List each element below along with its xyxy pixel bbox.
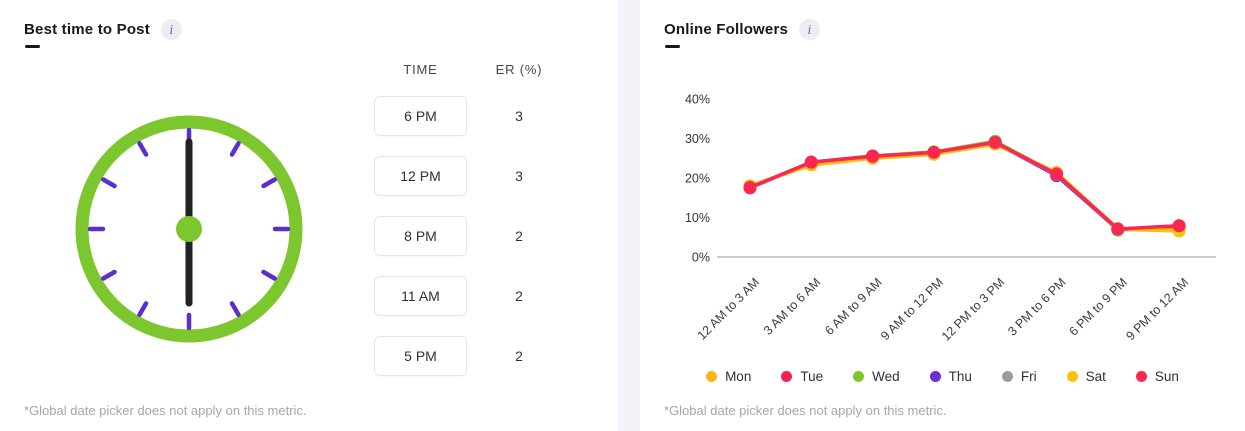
online-followers-chart: 0%10%20%30%40%12 AM to 3 AM3 AM to 6 AM6… <box>685 93 1216 344</box>
legend-item-Tue[interactable]: Tue <box>781 369 823 384</box>
legend-dot-Sun <box>1135 371 1147 382</box>
best-time-to-post-panel: Best time to Post i TIME ER (%) 6 PM 3 1… <box>0 0 618 431</box>
y-axis-tick-label: 20% <box>685 172 710 186</box>
series-line-Sat <box>748 141 1181 233</box>
legend-item-Sat[interactable]: Sat <box>1066 369 1106 384</box>
clock-hour-tick <box>229 141 241 157</box>
legend-dot-Fri <box>1001 371 1013 382</box>
y-axis-tick-label: 30% <box>685 132 710 146</box>
series-line-Fri <box>748 140 1181 232</box>
series-line-Wed <box>748 139 1181 232</box>
data-point-Sun[interactable] <box>1111 222 1125 236</box>
series-line-Tue <box>748 140 1181 232</box>
legend-dot-Tue <box>781 371 793 382</box>
data-point-Sun[interactable] <box>1050 167 1063 181</box>
table-row: 5 PM 2 <box>374 336 554 376</box>
online-followers-header: Online Followers i <box>664 19 821 40</box>
info-icon[interactable]: i <box>160 19 182 40</box>
er-value: 3 <box>515 168 523 184</box>
x-axis-tick-label: 12 AM to 3 AM <box>695 275 762 342</box>
x-axis-tick-label: 6 AM to 9 AM <box>822 275 884 337</box>
data-point-Sun[interactable] <box>866 149 880 163</box>
y-axis-tick-label: 10% <box>685 211 710 225</box>
legend-label: Wed <box>872 369 900 384</box>
clock-hour-tick <box>137 301 149 317</box>
data-point-Sun[interactable] <box>743 180 757 194</box>
clock-hour-tick <box>261 177 277 189</box>
legend-label: Tue <box>800 369 824 384</box>
series-line-Thu <box>748 140 1181 232</box>
data-point-Sun[interactable] <box>804 155 818 169</box>
er-value: 2 <box>515 348 523 364</box>
legend-item-Sun[interactable]: Sun <box>1135 369 1179 384</box>
er-value: 2 <box>515 288 523 304</box>
legend-item-Thu[interactable]: Thu <box>929 369 972 384</box>
data-point-Sun[interactable] <box>988 135 1002 149</box>
legend-item-Fri[interactable]: Fri <box>1001 369 1037 384</box>
title-underline <box>665 45 680 48</box>
clock-hour-tick <box>261 269 277 281</box>
clock-center-dot <box>176 216 202 242</box>
clock-hour-tick <box>101 269 117 281</box>
data-point-Sun[interactable] <box>927 145 941 159</box>
y-axis-tick-label: 0% <box>692 251 710 265</box>
x-axis-tick-label: 3 PM to 6 PM <box>1005 275 1068 338</box>
clock-hour-tick <box>229 301 241 317</box>
x-axis-tick-label: 3 AM to 6 AM <box>761 275 823 337</box>
legend-label: Fri <box>1020 369 1037 384</box>
x-axis-tick-label: 9 PM to 12 AM <box>1123 275 1191 343</box>
legend-dot-Thu <box>929 371 941 382</box>
legend-label: Sun <box>1154 369 1179 384</box>
x-axis-tick-label: 9 AM to 12 PM <box>878 275 946 343</box>
er-value: 3 <box>515 108 523 124</box>
legend-item-Mon[interactable]: Mon <box>706 369 751 384</box>
time-chip[interactable]: 11 AM <box>374 276 467 316</box>
legend-label: Mon <box>725 369 752 384</box>
x-axis-tick-label: 6 PM to 9 PM <box>1066 275 1129 338</box>
table-row: 8 PM 2 <box>374 216 554 256</box>
chart-legend: Mon Tue Wed Thu Fri Sat Sun <box>640 369 1245 384</box>
footnote: *Global date picker does not apply on th… <box>24 403 307 418</box>
best-time-table: TIME ER (%) 6 PM 3 12 PM 3 8 PM 2 11 AM … <box>374 62 554 396</box>
series-line-Sun <box>748 140 1181 231</box>
data-point-Sun[interactable] <box>1172 219 1186 233</box>
info-icon[interactable]: i <box>799 19 821 40</box>
time-chip[interactable]: 8 PM <box>374 216 467 256</box>
time-chip[interactable]: 12 PM <box>374 156 467 196</box>
panel-divider <box>618 0 640 431</box>
legend-dot-Wed <box>853 371 865 382</box>
time-chip[interactable]: 6 PM <box>374 96 467 136</box>
legend-dot-Mon <box>706 371 718 382</box>
col-header-er: ER (%) <box>495 62 543 77</box>
clock-hour-tick <box>101 177 117 189</box>
legend-label: Thu <box>948 369 972 384</box>
clock-hour-ticks <box>87 127 291 331</box>
er-value: 2 <box>515 228 523 244</box>
panel-title: Online Followers <box>664 21 789 38</box>
legend-dot-Sat <box>1066 371 1078 382</box>
table-row: 12 PM 3 <box>374 156 554 196</box>
best-time-table-header: TIME ER (%) <box>374 62 554 77</box>
footnote: *Global date picker does not apply on th… <box>664 403 947 418</box>
time-chip[interactable]: 5 PM <box>374 336 467 376</box>
legend-label: Sat <box>1085 369 1106 384</box>
clock-hour-tick <box>137 141 149 157</box>
col-header-time: TIME <box>403 62 438 77</box>
title-underline <box>25 45 40 48</box>
best-time-clock <box>75 115 303 343</box>
y-axis-tick-label: 40% <box>685 93 710 107</box>
online-followers-panel: Online Followers i 0% 10% 20% 30% 40% 12 AM t… <box>640 0 1245 431</box>
x-axis-tick-label: 12 PM to 3 PM <box>939 275 1007 343</box>
legend-item-Wed[interactable]: Wed <box>853 369 900 384</box>
table-row: 11 AM 2 <box>374 276 554 316</box>
panel-title: Best time to Post <box>24 21 150 38</box>
best-time-header: Best time to Post i <box>24 19 182 40</box>
table-row: 6 PM 3 <box>374 96 554 136</box>
